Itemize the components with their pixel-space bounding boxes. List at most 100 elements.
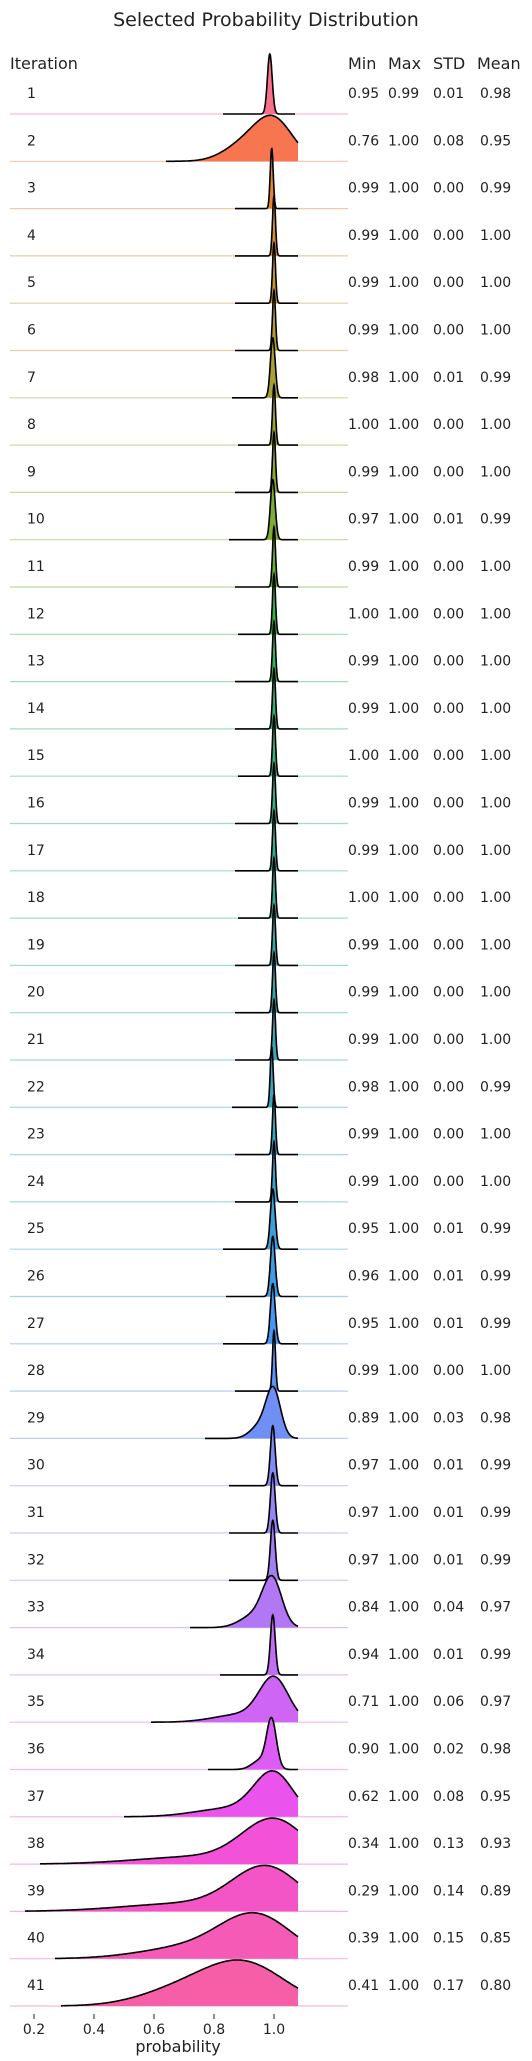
row-12-iteration: 12	[27, 606, 45, 622]
row-10-iteration: 10	[27, 512, 45, 528]
ridge-outline	[229, 1424, 298, 1487]
ridge-24	[10, 1139, 348, 1203]
row-41-mean: 0.80	[480, 1978, 511, 1994]
ridge-10	[10, 478, 348, 541]
ridge-outline	[223, 1282, 298, 1345]
row-14-std: 0.00	[433, 701, 464, 717]
ridge-outline	[235, 618, 298, 683]
row-26-iteration: 26	[27, 1269, 45, 1285]
row-22-std: 0.00	[433, 1079, 464, 1095]
row-35-min: 0.71	[348, 1694, 379, 1710]
row-22-mean: 0.99	[480, 1079, 511, 1095]
row-10-min: 0.97	[348, 512, 379, 528]
row-10-mean: 0.99	[480, 512, 511, 528]
row-35-max: 1.00	[388, 1694, 419, 1710]
ridge-3	[10, 147, 348, 210]
row-19-max: 1.00	[388, 937, 419, 953]
row-11-iteration: 11	[27, 559, 45, 575]
row-7-mean: 0.99	[480, 370, 511, 386]
row-5-iteration: 5	[27, 275, 36, 291]
row-4-std: 0.00	[433, 228, 464, 244]
row-23-min: 0.99	[348, 1127, 379, 1143]
ridge-outline	[229, 478, 298, 541]
row-22-iteration: 22	[27, 1079, 45, 1095]
row-3-max: 1.00	[388, 181, 419, 197]
row-17-max: 1.00	[388, 843, 419, 859]
row-21-max: 1.00	[388, 1032, 419, 1048]
ridge-15	[10, 713, 348, 777]
row-1-max: 0.99	[388, 86, 419, 102]
ridge-29	[10, 1385, 348, 1440]
ridge-area	[235, 1094, 298, 1155]
row-29-std: 0.03	[433, 1410, 464, 1426]
row-31-std: 0.01	[433, 1505, 464, 1521]
row-34-mean: 0.99	[480, 1647, 511, 1663]
row-11-mean: 1.00	[480, 559, 511, 575]
row-12-min: 1.00	[348, 606, 379, 622]
row-12-max: 1.00	[388, 606, 419, 622]
row-3-min: 0.99	[348, 181, 379, 197]
row-28-min: 0.99	[348, 1363, 379, 1379]
column-header-std: STD	[433, 54, 465, 73]
row-15-max: 1.00	[388, 748, 419, 764]
row-11-min: 0.99	[348, 559, 379, 575]
column-header-min: Min	[348, 54, 376, 73]
row-40-mean: 0.85	[480, 1931, 511, 1947]
ridge-outline	[208, 1716, 298, 1771]
row-37-std: 0.08	[433, 1789, 464, 1805]
row-37-min: 0.62	[348, 1789, 379, 1805]
x-tick-label: 0.8	[203, 2022, 225, 2038]
ridge-area	[166, 115, 298, 162]
row-19-iteration: 19	[27, 937, 45, 953]
ridge-14	[10, 666, 348, 730]
row-20-max: 1.00	[388, 985, 419, 1001]
row-30-std: 0.01	[433, 1458, 464, 1474]
row-26-max: 1.00	[388, 1269, 419, 1285]
row-32-mean: 0.99	[480, 1552, 511, 1568]
row-8-max: 1.00	[388, 417, 419, 433]
row-33-std: 0.04	[433, 1600, 464, 1616]
row-1-std: 0.01	[433, 86, 464, 102]
ridge-32	[10, 1519, 348, 1582]
ridge-area	[229, 479, 298, 540]
row-2-min: 0.76	[348, 133, 379, 149]
row-8-std: 0.00	[433, 417, 464, 433]
ridge-outline	[40, 1817, 299, 1865]
ridge-36	[10, 1716, 348, 1771]
row-25-min: 0.95	[348, 1221, 379, 1237]
row-13-max: 1.00	[388, 654, 419, 670]
ridge-area	[229, 1473, 298, 1533]
ridge-4	[10, 193, 348, 257]
column-header-iteration: Iteration	[10, 54, 78, 73]
row-14-mean: 1.00	[480, 701, 511, 717]
ridge-area	[208, 1717, 298, 1770]
row-25-max: 1.00	[388, 1221, 419, 1237]
ridge-area	[205, 1386, 298, 1439]
row-13-std: 0.00	[433, 654, 464, 670]
row-27-min: 0.95	[348, 1316, 379, 1332]
ridge-area	[190, 1575, 298, 1628]
row-1-min: 0.95	[348, 86, 379, 102]
row-15-min: 1.00	[348, 748, 379, 764]
row-38-max: 1.00	[388, 1836, 419, 1852]
row-7-std: 0.01	[433, 370, 464, 386]
row-39-std: 0.14	[433, 1883, 464, 1899]
ridge-12	[10, 571, 348, 636]
row-8-iteration: 8	[27, 417, 36, 433]
row-33-min: 0.84	[348, 1600, 379, 1616]
ridge-area	[235, 763, 298, 824]
row-35-std: 0.06	[433, 1694, 464, 1710]
row-37-max: 1.00	[388, 1789, 419, 1805]
row-16-iteration: 16	[27, 796, 45, 812]
ridge-area	[235, 290, 298, 351]
ridge-area	[235, 952, 298, 1013]
ridge-9	[10, 429, 348, 494]
row-12-std: 0.00	[433, 606, 464, 622]
ridge-outline	[223, 52, 295, 115]
ridge-5	[10, 240, 348, 304]
ridge-area	[223, 54, 295, 114]
row-38-min: 0.34	[348, 1836, 379, 1852]
row-20-std: 0.00	[433, 985, 464, 1001]
row-35-mean: 0.97	[480, 1694, 511, 1710]
row-3-mean: 0.99	[480, 181, 511, 197]
